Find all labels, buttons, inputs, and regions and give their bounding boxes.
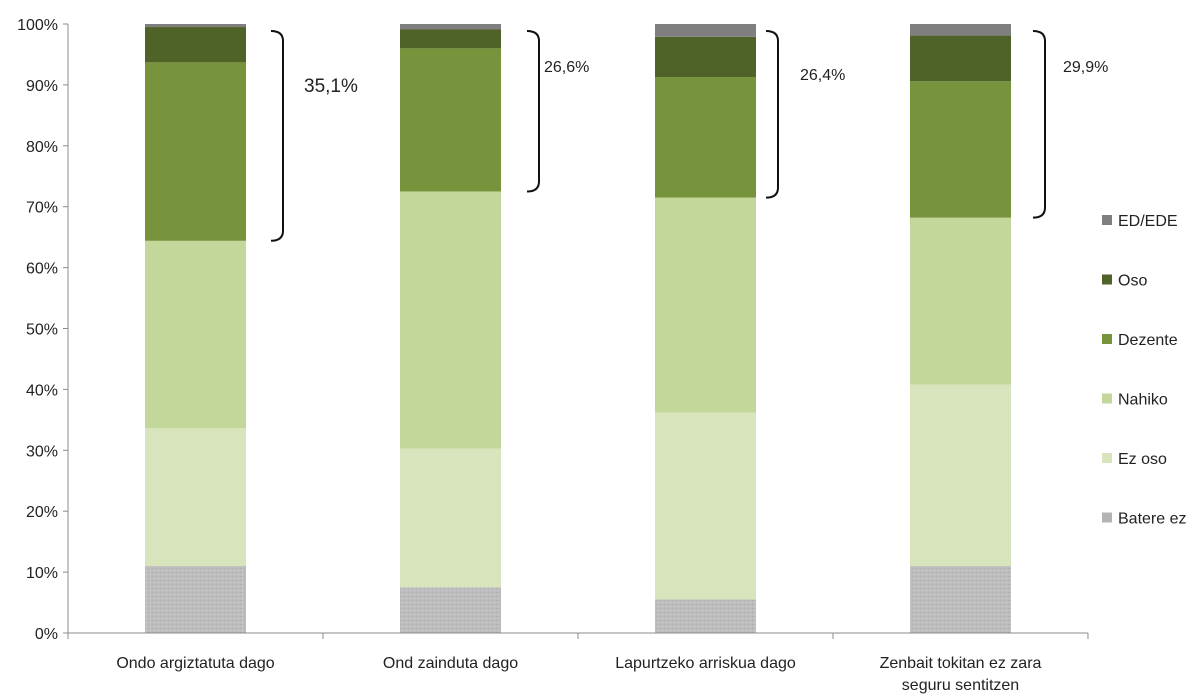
legend-swatch — [1102, 453, 1112, 463]
annotation-bracket — [765, 30, 779, 199]
annotation-brackets: 35,1% 26,6% 26,4% 29,9% — [270, 30, 1108, 242]
bars — [145, 24, 1011, 633]
legend-swatch — [1102, 215, 1112, 225]
bar-segment-dezente — [655, 76, 756, 198]
bar-segment-batere-ez — [655, 599, 756, 633]
bar-segment-ed-ede — [655, 24, 756, 37]
y-tick-label: 10% — [26, 565, 58, 582]
bar-segment-dezente — [400, 48, 501, 192]
x-category-label: seguru sentitzen — [902, 677, 1019, 694]
bar-segment-ed-ede — [145, 24, 246, 28]
bar-segment-batere-ez — [400, 587, 501, 633]
bar-segment-nahiko — [400, 191, 501, 449]
legend-swatch — [1102, 393, 1112, 404]
legend-label: Ez oso — [1118, 451, 1167, 468]
bar-segment-oso — [145, 27, 246, 63]
x-category-label: Ondo argiztatuta dago — [116, 655, 274, 672]
bar-segment-ez-oso — [400, 448, 501, 588]
bar-segment-batere-ez — [145, 566, 246, 633]
legend-swatch — [1102, 274, 1112, 285]
bar-segment-oso — [910, 35, 1011, 82]
y-axis: 0% 10% 20% 30% 40% 50% 60% 70% 80% 90% 100% — [17, 17, 69, 643]
y-tick-label: 20% — [26, 504, 58, 521]
annotation-bracket — [1032, 30, 1046, 219]
x-axis: Ondo argiztatuta dago Ond zainduta dago La… — [67, 632, 1089, 694]
annotation-label: 35,1% — [304, 76, 358, 97]
x-category-label: Ond zainduta dago — [383, 655, 518, 672]
y-tick-label: 70% — [26, 200, 58, 217]
bar-segment-oso — [400, 29, 501, 49]
bar-segment-dezente — [910, 81, 1011, 218]
legend-label: Nahiko — [1118, 392, 1168, 409]
legend-label: Dezente — [1118, 332, 1178, 349]
legend-label: Oso — [1118, 273, 1147, 290]
bar-segment-ed-ede — [910, 24, 1011, 36]
annotation-bracket — [270, 30, 284, 242]
bar-segment-ez-oso — [910, 384, 1011, 567]
y-tick-label: 60% — [26, 261, 58, 278]
annotation-bracket — [526, 30, 540, 193]
legend-label: ED/EDE — [1118, 213, 1178, 230]
bar-segment-ez-oso — [145, 428, 246, 567]
bar-segment-nahiko — [145, 240, 246, 429]
annotation-label: 29,9% — [1063, 59, 1108, 76]
x-category-label: Zenbait tokitan ez zara — [880, 655, 1042, 672]
y-tick-label: 80% — [26, 139, 58, 156]
bar-segment-batere-ez — [910, 566, 1011, 633]
legend: ED/EDE Oso Dezente Nahiko Ez oso Batere ez — [1102, 213, 1186, 528]
bar-segment-nahiko — [910, 217, 1011, 385]
bar-segment-ez-oso — [655, 412, 756, 600]
x-category-label: Lapurtzeko arriskua dago — [615, 655, 796, 672]
annotation-label: 26,4% — [800, 67, 845, 84]
legend-swatch — [1102, 334, 1112, 344]
legend-label: Batere ez — [1118, 511, 1186, 528]
y-tick-label: 100% — [17, 17, 58, 34]
annotation-label: 26,6% — [544, 59, 589, 76]
y-tick-label: 0% — [35, 626, 58, 643]
legend-swatch — [1102, 512, 1112, 523]
bar-segment-nahiko — [655, 197, 756, 413]
y-tick-label: 30% — [26, 443, 58, 460]
y-tick-label: 50% — [26, 322, 58, 339]
bar-segment-oso — [655, 36, 756, 77]
y-tick-label: 90% — [26, 78, 58, 95]
y-tick-label: 40% — [26, 382, 58, 399]
bar-segment-dezente — [145, 62, 246, 241]
bar-segment-ed-ede — [400, 24, 501, 30]
